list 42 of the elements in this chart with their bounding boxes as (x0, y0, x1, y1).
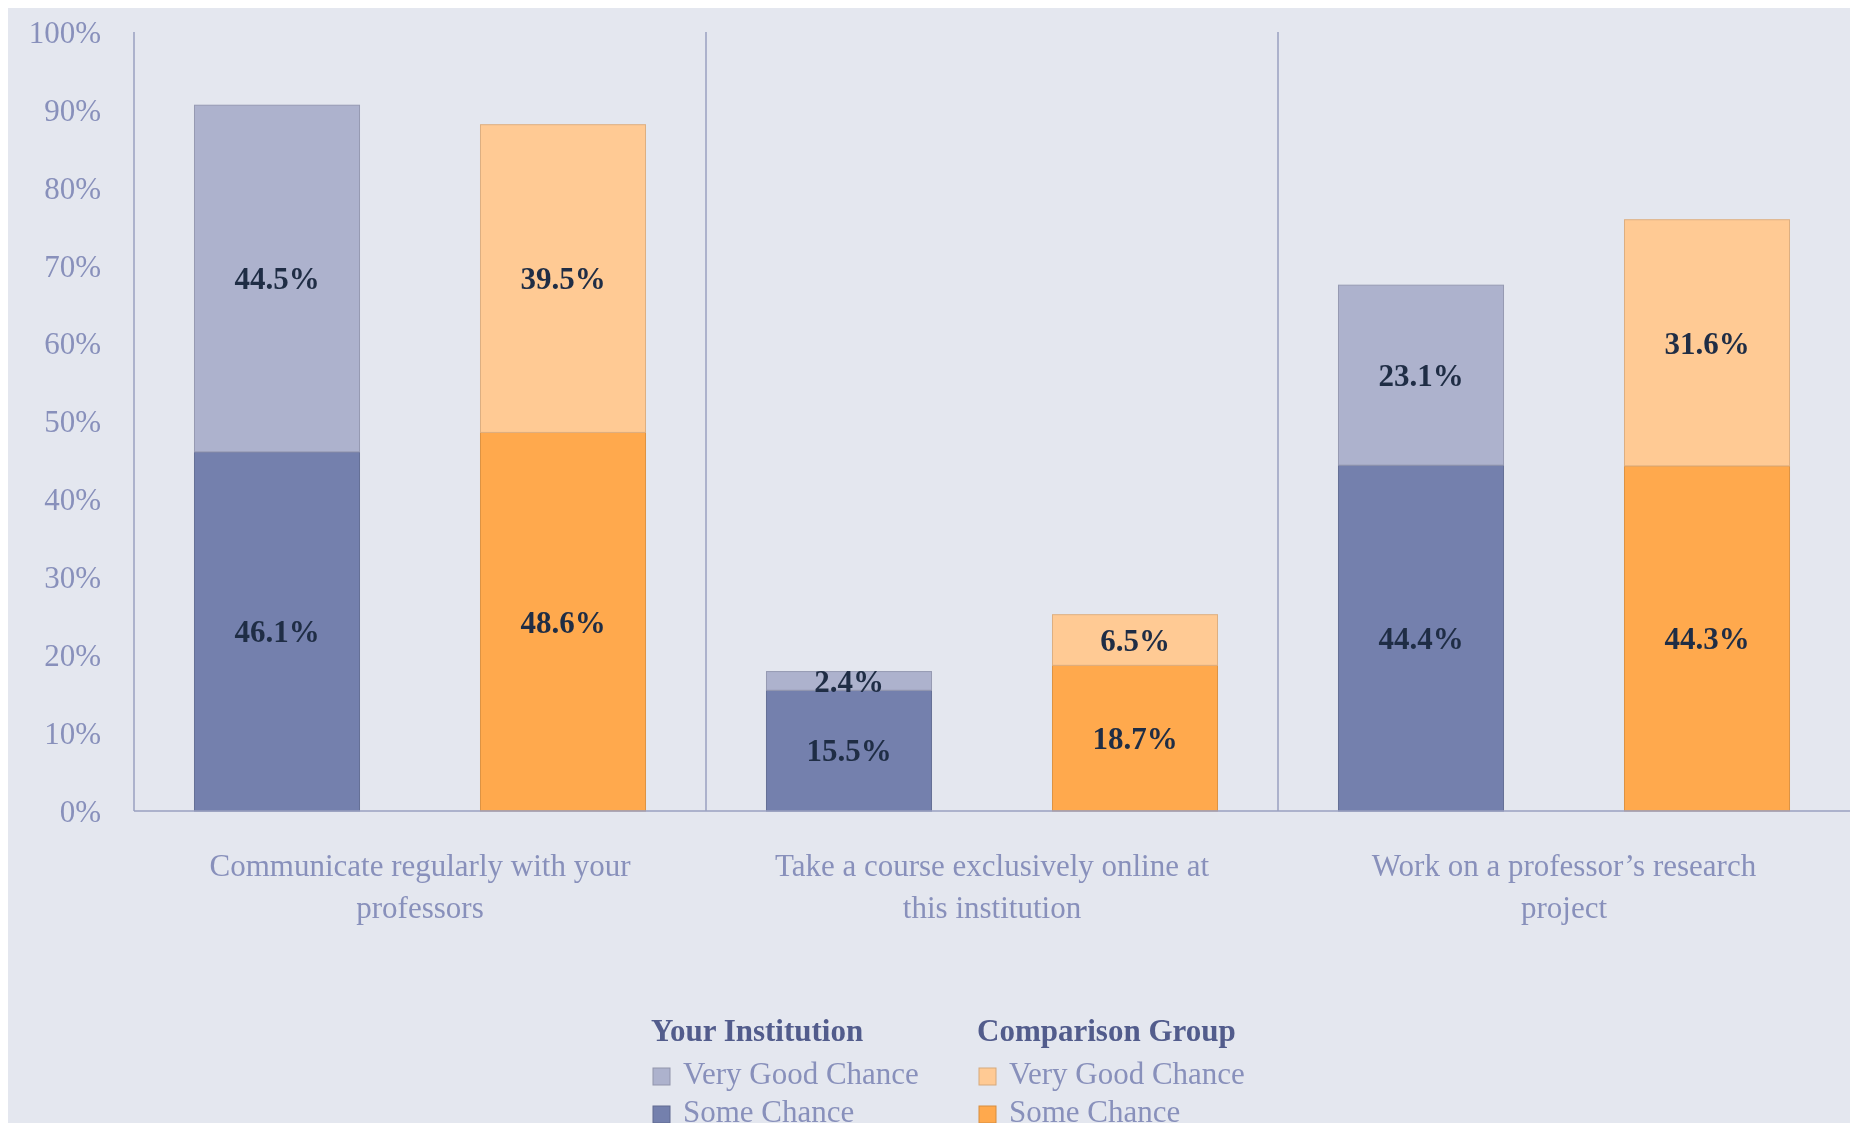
bar (1337, 464, 1505, 812)
text: Comparison Group (977, 1013, 1236, 1048)
bar (479, 124, 647, 433)
text: 44.3% (1664, 621, 1750, 657)
bar (479, 431, 647, 812)
y-tick-label: 90% (44, 92, 101, 128)
y-tick-label: 60% (44, 326, 101, 362)
text: Some Chance (1009, 1094, 1181, 1123)
y-tick-label: 100% (28, 14, 101, 50)
legend-label: Very Good Chance (683, 1056, 919, 1091)
text: 15.5% (806, 733, 892, 769)
text: 44.5% (234, 261, 320, 297)
text: 48.6% (520, 604, 606, 640)
bar (193, 104, 361, 453)
y-tick-label: 40% (44, 482, 101, 518)
text: Your Institution (651, 1013, 864, 1048)
bar (1051, 664, 1219, 812)
y-tick-label: 70% (44, 248, 101, 284)
y-tick-label: 10% (44, 715, 101, 751)
y-tick-label: 20% (44, 638, 101, 674)
y-tick-label: 0% (59, 793, 101, 829)
y-tick-label: 30% (44, 560, 101, 596)
text: 23.1% (1378, 358, 1464, 393)
bar (193, 451, 361, 812)
bar (1051, 614, 1219, 666)
text: 44.4% (1378, 620, 1464, 656)
y-tick-label: 80% (44, 170, 101, 206)
x-tick-label: Communicate regularly with your professors (209, 848, 632, 925)
y-tick-label: 50% (44, 404, 101, 440)
x-tick-label: Take a course exclusively online at this institution (774, 848, 1210, 925)
bar (1623, 219, 1791, 467)
text: 6.5% (1100, 622, 1170, 658)
text: 46.1% (234, 614, 320, 650)
legend-label: Some Chance (683, 1094, 855, 1123)
text: 18.7% (1092, 721, 1178, 757)
x-tick-label: Work on a professor’s research project (1371, 848, 1757, 925)
bar (1623, 465, 1791, 812)
text: Very Good Chance (1009, 1056, 1245, 1091)
text: 2.4% (814, 663, 884, 699)
text: 31.6% (1664, 325, 1750, 361)
bar (1337, 284, 1505, 466)
text: 39.5% (520, 261, 606, 297)
